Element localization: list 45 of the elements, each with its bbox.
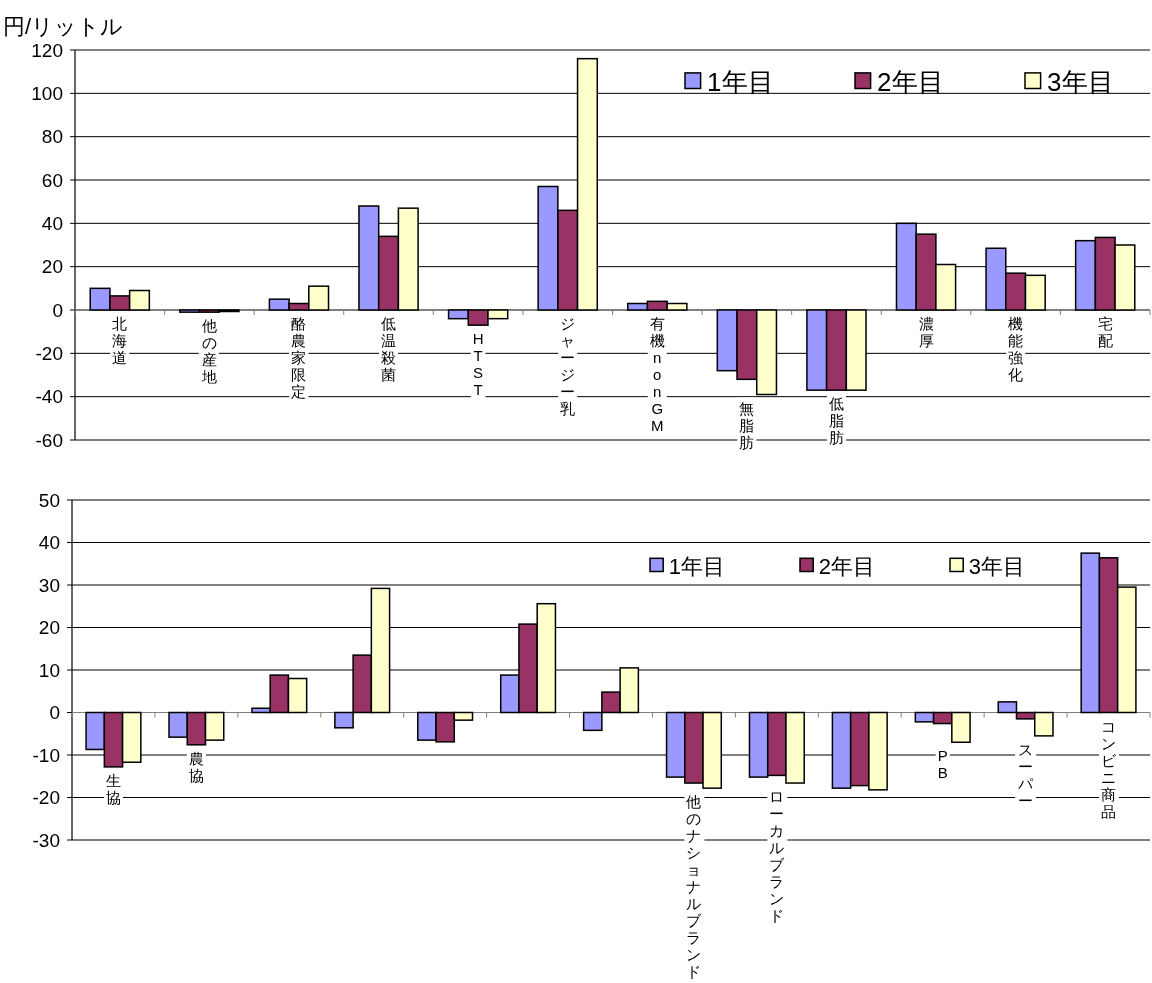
y-tick-label: -20 xyxy=(32,787,60,808)
y-tick-label: 100 xyxy=(31,82,63,104)
y-tick-label: -20 xyxy=(35,342,63,364)
xtick: スーパー xyxy=(1018,740,1034,809)
xtick: ジャージー乳 xyxy=(560,315,576,417)
legend-label: 2年目 xyxy=(818,553,875,579)
xtick: 宅配 xyxy=(1097,315,1113,349)
xtick: 酪農家限定 xyxy=(291,315,307,400)
y-tick-label: -40 xyxy=(35,386,63,408)
legend-label: 3年目 xyxy=(1047,67,1114,97)
y-tick-label: 50 xyxy=(38,489,60,511)
y-tick-label: -10 xyxy=(32,744,60,766)
xtick: 機能強化 xyxy=(1008,315,1024,383)
xtick: HTST xyxy=(472,330,484,399)
xtick: 低温殺菌 xyxy=(381,315,397,383)
y-tick-label: -60 xyxy=(35,429,63,451)
y-tick-label: 40 xyxy=(41,212,63,234)
y-tick-label: 0 xyxy=(49,702,60,723)
legend-label: 1年目 xyxy=(707,67,774,97)
y-tick-label: -30 xyxy=(32,829,60,851)
y-axis-title: 円/リットル xyxy=(3,14,124,39)
xtick: 他のナショナルブランド xyxy=(686,793,702,980)
xtick: 無脂肪 xyxy=(739,399,755,451)
y-tick-label: 80 xyxy=(41,126,63,148)
xtick: 他の産地 xyxy=(201,317,217,386)
xtick: ローカルブランド xyxy=(769,788,785,925)
y-tick-label: 20 xyxy=(38,617,60,638)
y-tick-label: 60 xyxy=(41,169,63,191)
xtick: 濃厚 xyxy=(918,315,934,349)
legend-label: 3年目 xyxy=(968,553,1025,579)
y-tick-label: 120 xyxy=(31,39,63,61)
y-tick-label: 0 xyxy=(52,299,63,321)
y-tick-label: 10 xyxy=(38,659,60,681)
xtick: 生協 xyxy=(105,771,121,806)
y-tick-label: 40 xyxy=(38,532,60,553)
legend-label: 1年目 xyxy=(668,553,725,579)
xtick: PB xyxy=(937,747,948,782)
y-tick-label: 30 xyxy=(38,574,60,596)
xtick: 農協 xyxy=(188,749,204,784)
xtick: 有機nonGM xyxy=(649,315,665,434)
legend-label: 2年目 xyxy=(877,67,944,97)
xtick: 北海道 xyxy=(112,315,128,366)
xtick: コンビニ商品 xyxy=(1101,717,1117,820)
xtick: 低脂肪 xyxy=(828,395,844,447)
y-tick-label: 20 xyxy=(41,256,63,278)
